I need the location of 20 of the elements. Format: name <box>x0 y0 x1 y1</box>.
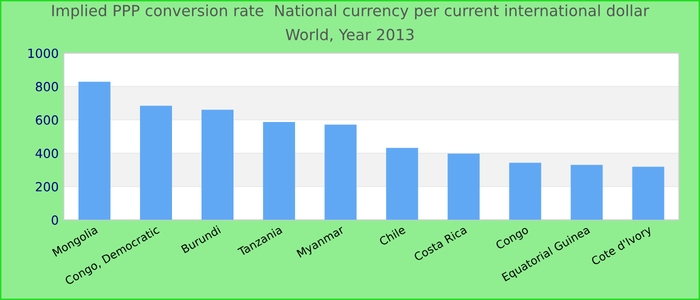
y-tick-label: 0 <box>52 215 58 225</box>
bar <box>448 154 480 220</box>
bar <box>509 162 542 220</box>
y-tick-label: 1000 <box>28 48 58 58</box>
bar <box>202 110 234 220</box>
y-tick-label: 800 <box>36 82 58 92</box>
chart-title: Implied PPP conversion rate National currency per current international dollar <box>52 4 650 20</box>
y-tick-label: 400 <box>36 148 58 158</box>
y-tick-label: 600 <box>36 115 58 125</box>
x-tick-label: Chile <box>378 225 406 246</box>
x-tick-label: Costa Rica <box>413 225 468 262</box>
bar <box>263 122 296 220</box>
bar <box>78 82 110 220</box>
bar <box>324 124 357 220</box>
bar <box>140 106 172 220</box>
chart-subtitle: World, Year 2013 <box>286 28 414 42</box>
bar <box>386 148 418 220</box>
bar <box>632 166 664 220</box>
bar <box>570 164 603 220</box>
y-tick-label: 200 <box>36 182 58 192</box>
